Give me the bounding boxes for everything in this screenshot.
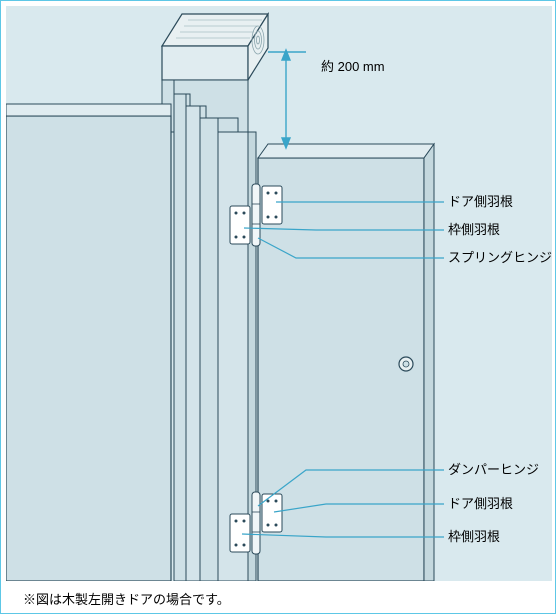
wall-panel bbox=[6, 116, 171, 581]
wall-top-edge bbox=[6, 104, 171, 116]
dimension-label: 約 200 mm bbox=[321, 56, 385, 75]
label-bot-frame-leaf: 枠側羽根 bbox=[448, 526, 500, 545]
label-bot-damper-hinge: ダンパーヒンジ bbox=[448, 459, 539, 478]
diagram-container: 約 200 mm ドア側羽根 枠側羽根 スプリングヒンジ ダンパーヒンジ ドア側… bbox=[0, 0, 556, 614]
label-top-spring-hinge: スプリングヒンジ bbox=[448, 247, 552, 266]
label-top-door-leaf: ドア側羽根 bbox=[448, 191, 513, 210]
door-panel bbox=[258, 144, 434, 581]
caption-text: ※図は木製左開きドアの場合です。 bbox=[23, 589, 230, 608]
door-frame bbox=[162, 80, 256, 581]
dimension-200mm bbox=[268, 50, 306, 148]
label-bot-door-leaf: ドア側羽根 bbox=[448, 493, 513, 512]
label-top-frame-leaf: 枠側羽根 bbox=[448, 219, 500, 238]
wood-beam bbox=[162, 14, 268, 80]
